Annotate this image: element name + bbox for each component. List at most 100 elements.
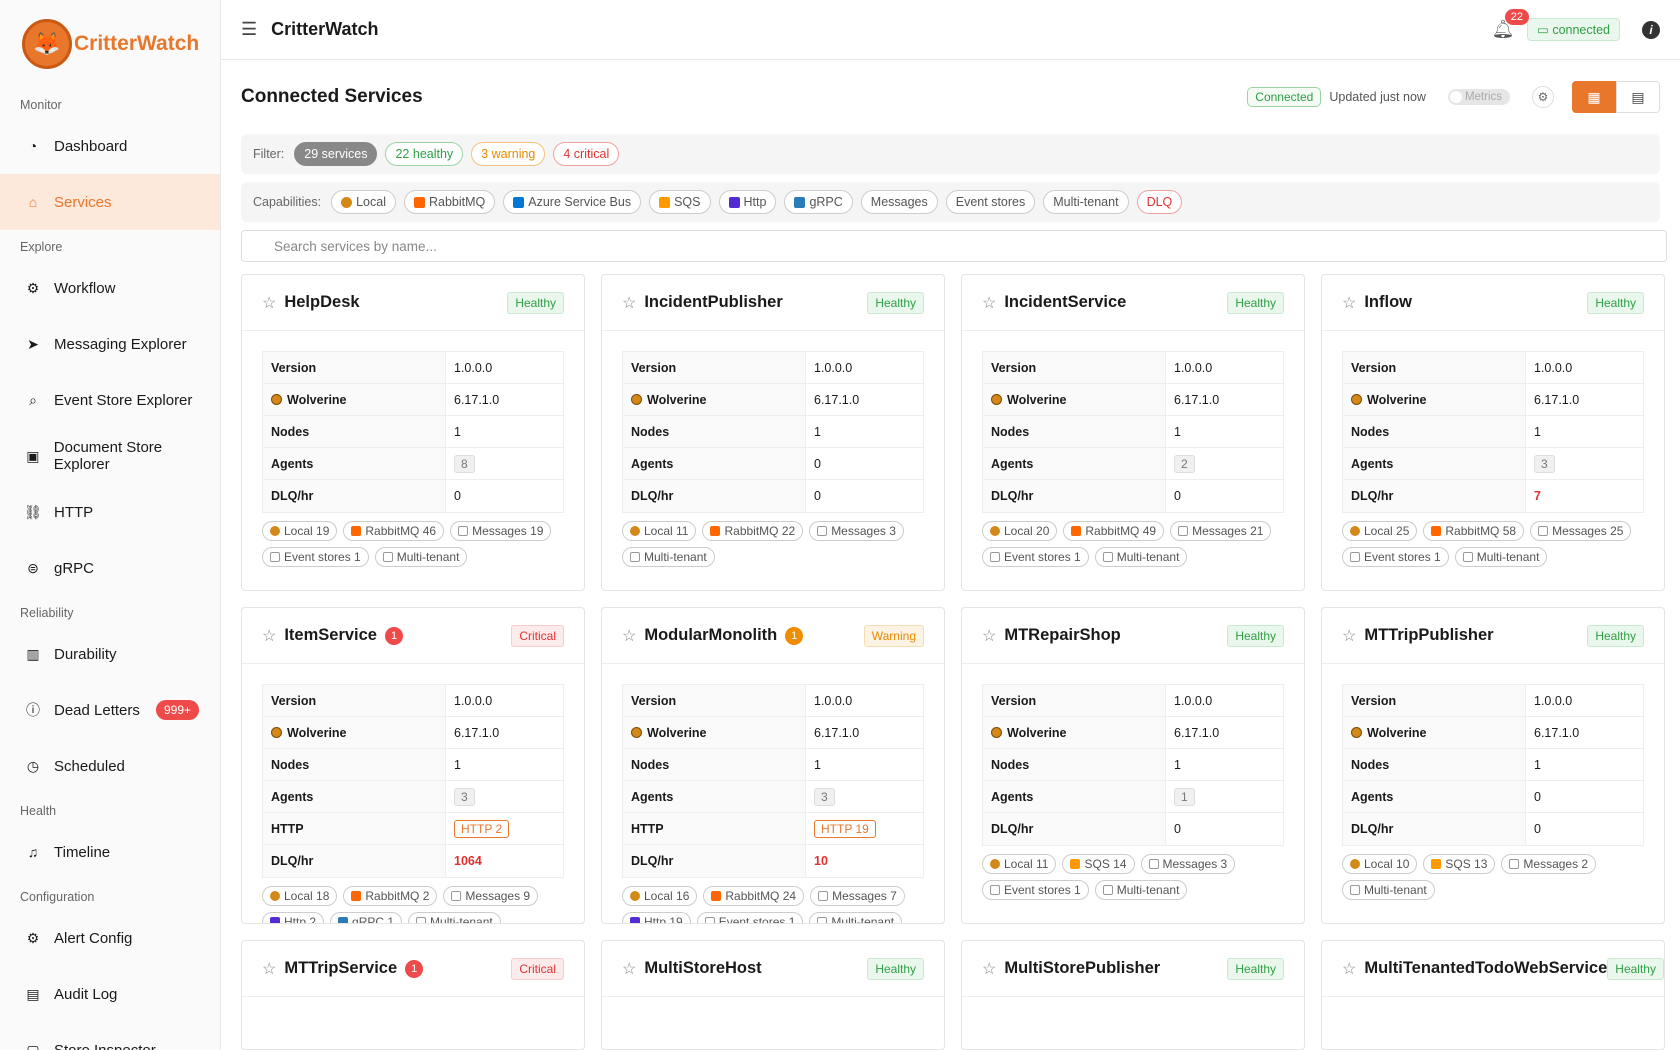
service-card[interactable]: ☆ MTTripService 1 Critical <box>241 940 585 1050</box>
service-card[interactable]: ☆ IncidentService Healthy Version 1.0.0.0 Wol… <box>961 274 1305 591</box>
sidebar-item-grpc[interactable]: ⊜ gRPC <box>0 540 220 596</box>
capability-tag[interactable]: Http 19 <box>622 912 691 923</box>
sidebar-item-workflow[interactable]: ⚙ Workflow <box>0 260 220 316</box>
service-name[interactable]: IncidentPublisher <box>644 293 783 311</box>
service-card[interactable]: ☆ ItemService 1 Critical Version 1.0.0.0 Wolve… <box>241 607 585 924</box>
capability-chip-azure-service-bus[interactable]: Azure Service Bus <box>503 190 642 214</box>
capability-tag[interactable]: Messages 7 <box>810 886 905 906</box>
service-name[interactable]: MTTripPublisher <box>1364 626 1494 644</box>
capability-tag[interactable]: Messages 21 <box>1170 521 1272 541</box>
service-card[interactable]: ☆ MTRepairShop Healthy Version 1.0.0.0 Wolver… <box>961 607 1305 924</box>
filter-chip-w[interactable]: 3 warning <box>471 142 546 166</box>
capability-tag[interactable]: Local 20 <box>982 521 1058 541</box>
sidebar-item-messaging-explorer[interactable]: ➤ Messaging Explorer <box>0 316 220 372</box>
capability-tag[interactable]: Multi-tenant <box>622 547 715 567</box>
menu-icon[interactable]: ☰ <box>241 19 258 39</box>
sidebar-item-dashboard[interactable]: ◔ Dashboard <box>0 118 220 174</box>
service-name[interactable]: Inflow <box>1364 293 1412 311</box>
star-icon[interactable]: ☆ <box>262 627 277 645</box>
star-icon[interactable]: ☆ <box>622 627 637 645</box>
star-icon[interactable]: ☆ <box>1342 294 1357 312</box>
capability-tag[interactable]: Local 19 <box>262 521 338 541</box>
sidebar-item-durability[interactable]: ▥ Durability <box>0 626 220 682</box>
search-input[interactable]: Search services by name... <box>241 230 1667 262</box>
star-icon[interactable]: ☆ <box>622 960 637 978</box>
capability-tag[interactable]: Local 11 <box>622 521 697 541</box>
capability-chip-local[interactable]: Local <box>331 190 396 214</box>
capability-tag[interactable]: gRPC 1 <box>330 912 403 923</box>
sidebar-item-alert-config[interactable]: ⚙ Alert Config <box>0 910 220 966</box>
service-card[interactable]: ☆ ModularMonolith 1 Warning Version 1.0.0.0 Wo… <box>601 607 945 924</box>
capability-chip-messages[interactable]: Messages <box>860 190 938 214</box>
capability-tag[interactable]: SQS 14 <box>1062 854 1135 874</box>
service-card[interactable]: ☆ MTTripPublisher Healthy Version 1.0.0.0 Wol… <box>1321 607 1665 924</box>
notifications-button[interactable]: 🔔︎ 22 <box>1489 9 1530 40</box>
http-badge[interactable]: HTTP 2 <box>454 819 510 838</box>
service-card[interactable]: ☆ MultiStorePublisher Healthy <box>961 940 1305 1050</box>
star-icon[interactable]: ☆ <box>982 294 997 312</box>
capability-tag[interactable]: RabbitMQ 24 <box>703 886 805 906</box>
capability-tag[interactable]: RabbitMQ 22 <box>702 521 804 541</box>
capability-tag[interactable]: Local 11 <box>982 854 1057 874</box>
filter-chip-g[interactable]: 22 healthy <box>385 142 464 166</box>
service-card[interactable]: ☆ MultiTenantedTodoWebService Healthy <box>1321 940 1665 1050</box>
capability-tag[interactable]: Messages 2 <box>1501 854 1597 874</box>
service-name[interactable]: MultiStoreHost <box>644 959 762 977</box>
capability-tag[interactable]: RabbitMQ 49 <box>1063 521 1165 541</box>
service-card[interactable]: ☆ IncidentPublisher Healthy Version 1.0.0.0 W… <box>601 274 945 591</box>
sidebar-item-scheduled[interactable]: ◷ Scheduled <box>0 738 220 794</box>
service-name[interactable]: MultiTenantedTodoWebService <box>1364 959 1608 977</box>
capability-tag[interactable]: Event stores 1 <box>982 547 1089 567</box>
capability-chip-dlq[interactable]: DLQ <box>1136 190 1183 214</box>
service-name[interactable]: ItemService <box>284 626 377 644</box>
capability-chip-http[interactable]: Http <box>718 190 777 214</box>
sidebar-item-store-inspector[interactable]: ▢ Store Inspector <box>0 1022 220 1050</box>
service-name[interactable]: MTRepairShop <box>1004 626 1121 644</box>
capability-tag[interactable]: Multi-tenant <box>1454 547 1548 567</box>
star-icon[interactable]: ☆ <box>982 960 997 978</box>
capability-tag[interactable]: Event stores 1 <box>262 547 369 567</box>
capability-tag[interactable]: Messages 9 <box>443 886 539 906</box>
capability-tag[interactable]: SQS 13 <box>1423 854 1496 874</box>
http-badge[interactable]: HTTP 19 <box>814 819 876 838</box>
sidebar-item-timeline[interactable]: ♫ Timeline <box>0 824 220 880</box>
filter-chip-all[interactable]: 29 services <box>294 142 378 166</box>
star-icon[interactable]: ☆ <box>262 294 277 312</box>
capability-tag[interactable]: Multi-tenant <box>1094 880 1188 900</box>
capability-tag[interactable]: Http 2 <box>262 912 325 923</box>
filter-chip-c[interactable]: 4 critical <box>553 142 620 166</box>
service-card[interactable]: ☆ Inflow Healthy Version 1.0.0.0 Wolverine 6.1… <box>1321 274 1665 591</box>
capability-tag[interactable]: RabbitMQ 58 <box>1423 521 1525 541</box>
capability-tag[interactable]: Messages 19 <box>450 521 552 541</box>
capability-tag[interactable]: Event stores 1 <box>982 880 1089 900</box>
star-icon[interactable]: ☆ <box>1342 627 1357 645</box>
capability-tag[interactable]: RabbitMQ 46 <box>343 521 445 541</box>
capability-chip-rabbitmq[interactable]: RabbitMQ <box>403 190 496 214</box>
service-name[interactable]: MultiStorePublisher <box>1004 959 1161 977</box>
logo[interactable]: 🦊 CritterWatch <box>0 0 220 88</box>
capability-tag[interactable]: Local 10 <box>1342 854 1418 874</box>
metrics-toggle[interactable]: Metrics <box>1447 89 1510 105</box>
capability-chip-grpc[interactable]: gRPC <box>784 190 853 214</box>
star-icon[interactable]: ☆ <box>1342 960 1357 978</box>
service-card[interactable]: ☆ HelpDesk Healthy Version 1.0.0.0 Wolverine 6… <box>241 274 585 591</box>
capability-tag[interactable]: Messages 3 <box>809 521 904 541</box>
capability-tag[interactable]: Local 18 <box>262 886 338 906</box>
capability-tag[interactable]: Messages 25 <box>1530 521 1632 541</box>
capability-tag[interactable]: Multi-tenant <box>1342 880 1435 900</box>
capability-tag[interactable]: Multi-tenant <box>809 912 903 923</box>
capability-chip-event-stores[interactable]: Event stores <box>945 190 1036 214</box>
sidebar-item-http[interactable]: ⛓ HTTP <box>0 484 220 540</box>
grid-view-button[interactable]: ▦ <box>1572 81 1616 113</box>
list-view-button[interactable]: ▤ <box>1616 81 1660 113</box>
capability-tag[interactable]: Multi-tenant <box>1094 547 1188 567</box>
capability-tag[interactable]: Event stores 1 <box>696 912 804 923</box>
capability-tag[interactable]: RabbitMQ 2 <box>343 886 438 906</box>
service-card[interactable]: ☆ MultiStoreHost Healthy <box>601 940 945 1050</box>
capability-tag[interactable]: Local 25 <box>1342 521 1418 541</box>
service-name[interactable]: IncidentService <box>1004 293 1127 311</box>
info-icon[interactable]: i <box>1642 20 1660 39</box>
settings-gear-button[interactable]: ⚙ <box>1532 86 1554 108</box>
capability-tag[interactable]: Messages 3 <box>1140 854 1236 874</box>
capability-tag[interactable]: Local 16 <box>622 886 698 906</box>
